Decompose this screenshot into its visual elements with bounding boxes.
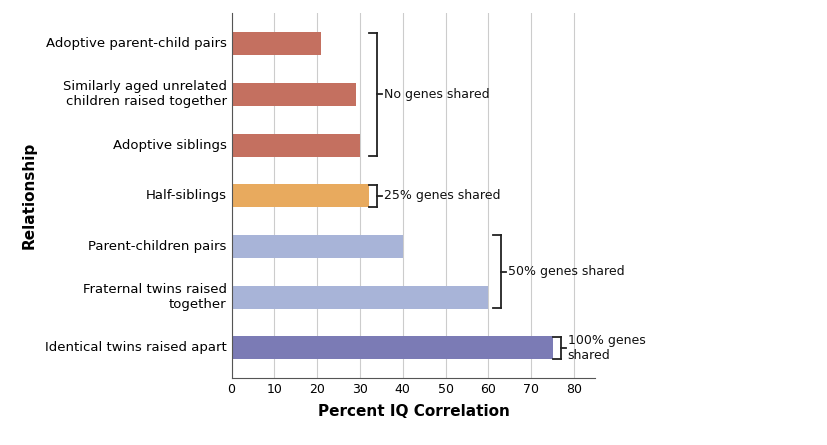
Bar <box>232 83 356 106</box>
X-axis label: Percent IQ Correlation: Percent IQ Correlation <box>318 405 509 420</box>
Bar <box>232 184 369 207</box>
Bar <box>232 286 489 308</box>
Text: 50% genes shared: 50% genes shared <box>508 265 624 278</box>
Bar <box>232 336 552 359</box>
Text: 25% genes shared: 25% genes shared <box>384 189 500 202</box>
Text: No genes shared: No genes shared <box>384 88 489 101</box>
Text: 100% genes
shared: 100% genes shared <box>567 334 645 362</box>
Bar <box>232 32 322 55</box>
Bar <box>232 134 360 157</box>
Bar <box>232 235 403 258</box>
Y-axis label: Relationship: Relationship <box>22 142 36 250</box>
